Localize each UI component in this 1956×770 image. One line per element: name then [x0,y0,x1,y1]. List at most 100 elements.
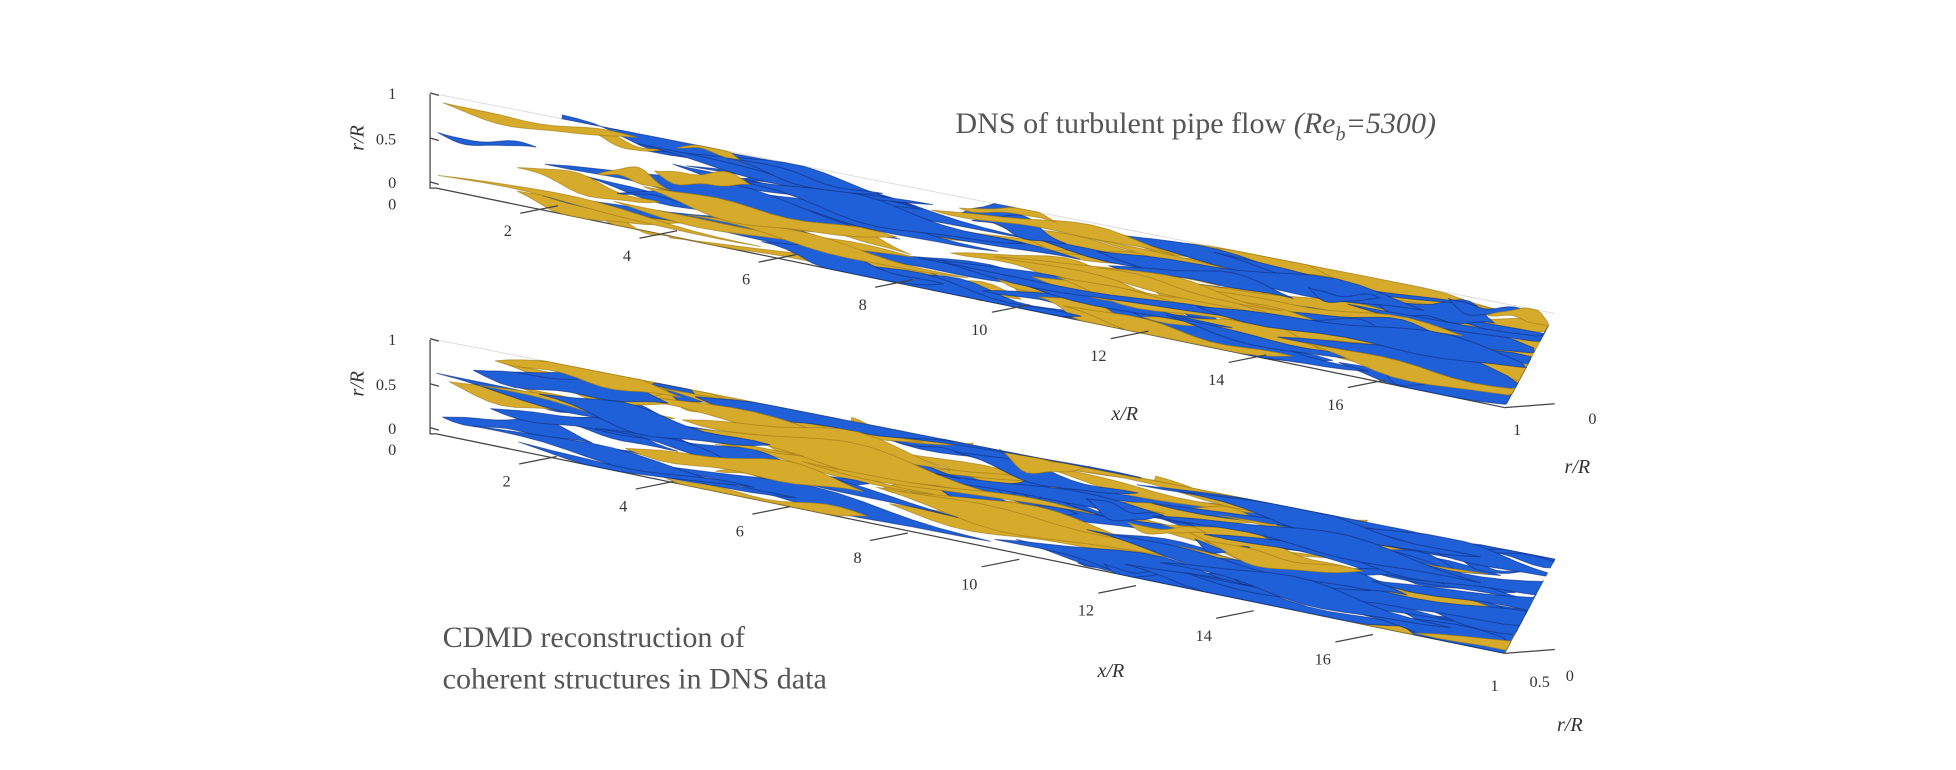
title-param: (Re [1294,106,1336,140]
structure [596,166,670,191]
x-tick [1335,633,1374,643]
structure [1196,306,1528,369]
r-tick [429,137,440,142]
x-tick-label: 12 [1090,346,1106,365]
r-tick [429,338,440,342]
r-tick-label: 0.5 [376,129,396,148]
panel: 1 0.5 0 0 r/R 2 4 6 8 10 12 14 16 x/R 1 0.5 0 r/R CDMD rec… [347,330,1583,736]
x-tick [991,304,1030,313]
structure [1486,307,1550,328]
structure [1347,303,1546,342]
x-tick [520,205,559,214]
caption-line: coherent structures in DNS data [443,661,827,695]
x-tick-label: 2 [502,472,510,491]
structure [653,170,752,187]
structure [1062,305,1293,357]
structure [1085,497,1165,522]
structure [1096,267,1283,312]
x-tick-label: 8 [854,548,862,567]
structure [637,143,934,206]
title-text: DNS of turbulent pipe flow [955,106,1286,140]
x-axis-label: x/R [1110,403,1138,425]
depth-axis-label: r/R [1557,714,1583,736]
x-tick-label: 16 [1315,650,1331,669]
structure [494,359,683,399]
r-tick-label: 0.5 [376,375,396,394]
x-tick-label: 4 [619,497,627,516]
structure [474,425,797,499]
r-tick-label: 0 [388,173,396,192]
depth-axis-label: r/R [1565,456,1591,478]
x-tick-label: 6 [736,522,744,541]
structure [437,174,761,247]
structure [561,114,783,165]
r-axis-label: r/R [347,371,369,397]
x-tick [635,480,674,490]
structure [643,186,898,238]
x-tick [981,558,1020,568]
x-tick [1228,354,1267,364]
structure [624,447,864,493]
structure [437,131,537,148]
structure [665,478,868,517]
title-sub: b [1336,124,1346,146]
structure [538,393,771,447]
x-tick [1216,610,1254,619]
structure [472,369,669,404]
x-tick-label: 10 [961,574,977,593]
x-tick-label: 16 [1327,395,1343,414]
x-tick [1347,379,1386,389]
depth-axis [1504,648,1555,654]
r-axis-label: r/R [347,125,369,151]
structure [1303,342,1516,396]
r-tick-label: 1 [388,330,396,349]
structure [1203,539,1363,574]
r-tick [429,92,440,96]
structure [1307,287,1382,303]
axis-line [429,339,1505,654]
x-tick-label: 4 [623,246,631,265]
structure [1371,580,1537,612]
x-tick-label: 8 [859,295,867,314]
structure [1414,632,1517,655]
x-tick-label: 14 [1196,626,1212,645]
structure [931,209,1175,256]
structure [1160,562,1452,629]
depth-tick-label: 0 [1588,409,1596,428]
r-tick [429,383,440,387]
caption-line: CDMD reconstruction of [443,620,746,654]
r-zero-label: 0 [388,440,396,459]
r-zero-label: 0 [388,194,396,213]
x-tick-label: 6 [742,270,750,289]
x-tick [1110,330,1149,340]
x-tick [1098,585,1137,594]
structure [516,167,661,204]
structure [726,157,884,195]
x-tick [752,506,791,515]
r-tick [429,181,440,185]
depth-tick-label: 0 [1566,666,1574,685]
x-tick [875,279,913,288]
x-tick-label: 12 [1078,601,1094,620]
structure [1127,521,1207,535]
x-tick [758,253,797,263]
structure [442,102,638,138]
structure [958,206,1057,224]
x-tick-label: 10 [971,320,987,339]
structure [1086,529,1372,592]
depth-axis [1504,403,1555,409]
structure [1152,515,1481,584]
structure [1179,491,1481,558]
r-tick-label: 0 [388,419,396,438]
depth-tick-label: 0.5 [1530,672,1550,691]
structure [802,461,1096,515]
panel-title: DNS of turbulent pipe flow (Reb=5300) [955,106,1436,146]
title-param-close: =5300) [1346,106,1436,140]
x-tick-label: 2 [504,221,512,240]
depth-tick-label: 1 [1491,676,1499,695]
x-tick [870,532,908,542]
r-tick-label: 1 [388,84,396,103]
x-tick [639,230,678,239]
